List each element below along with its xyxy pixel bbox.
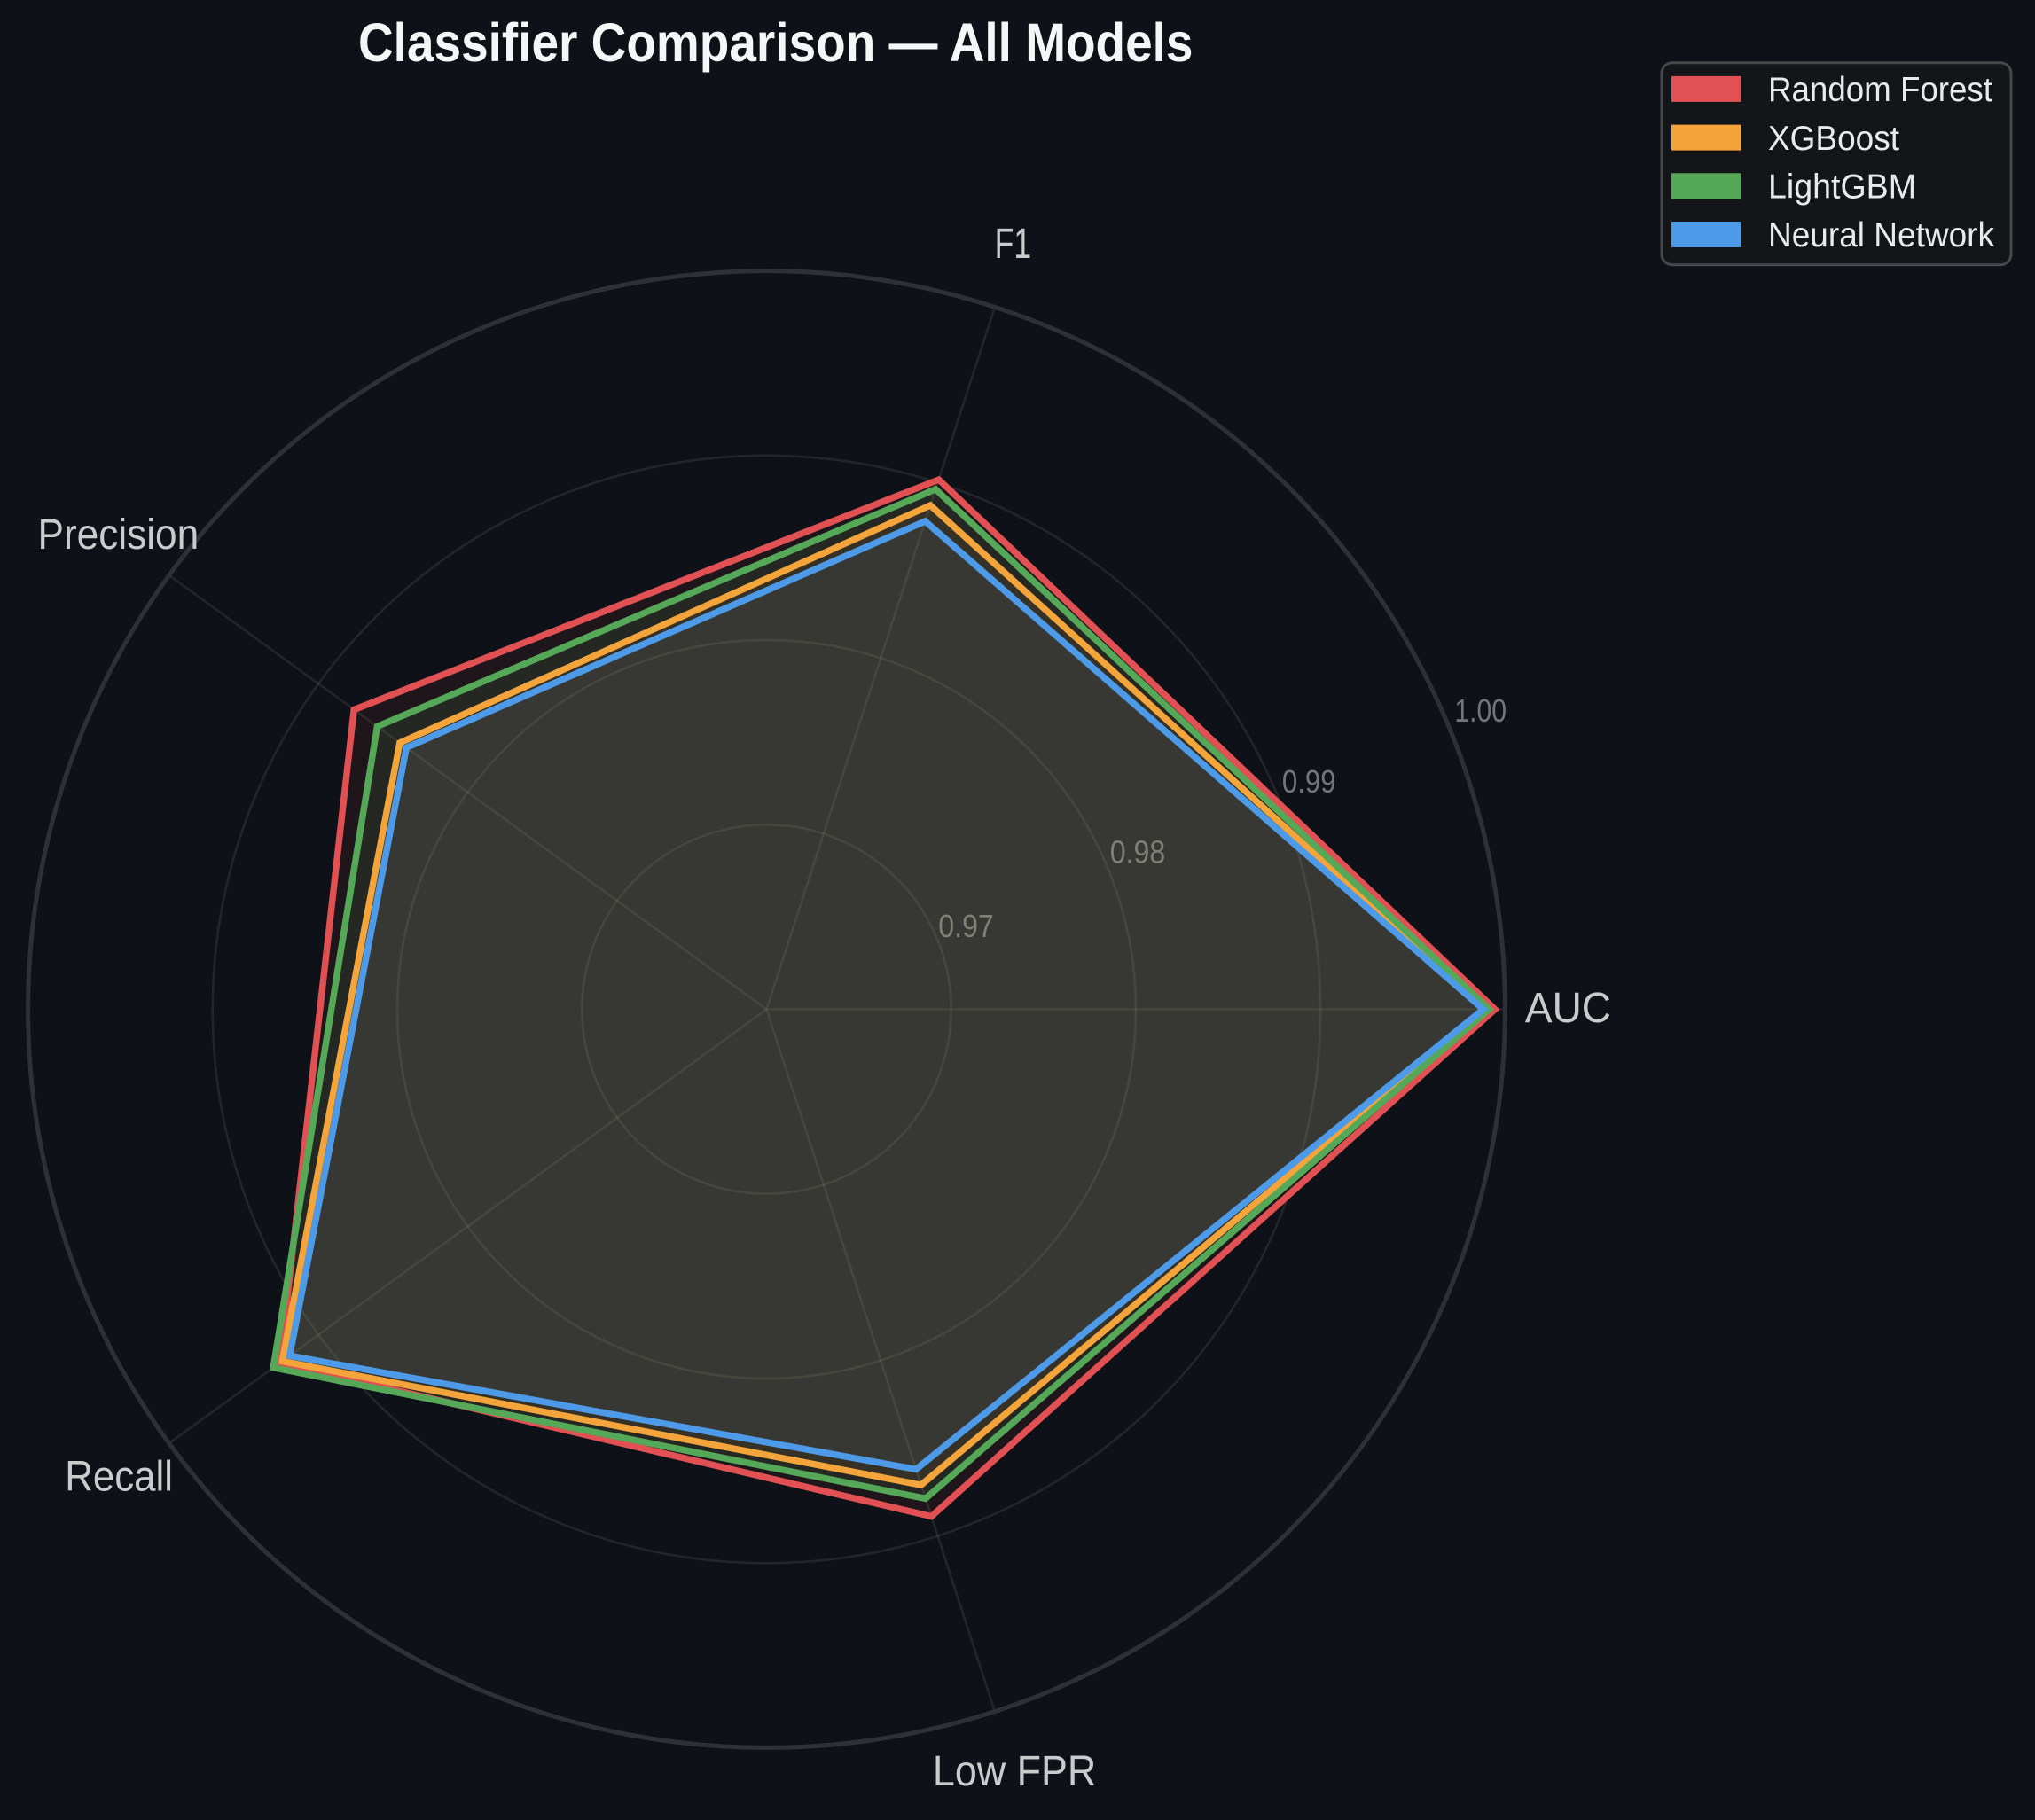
svg-text:Low FPR: Low FPR (933, 1748, 1096, 1795)
svg-text:Recall: Recall (65, 1454, 173, 1501)
svg-text:Classifier Comparison — All Mo: Classifier Comparison — All Models (358, 12, 1194, 73)
svg-text:F1: F1 (995, 221, 1032, 268)
svg-text:Neural Network: Neural Network (1768, 216, 1994, 254)
svg-text:Precision: Precision (38, 512, 200, 558)
svg-text:1.00: 1.00 (1454, 692, 1507, 729)
svg-text:Random Forest: Random Forest (1768, 71, 1992, 109)
svg-text:AUC: AUC (1525, 985, 1611, 1032)
svg-text:0.97: 0.97 (938, 908, 994, 944)
svg-text:XGBoost: XGBoost (1768, 120, 1899, 158)
svg-text:0.98: 0.98 (1110, 833, 1166, 870)
svg-text:0.99: 0.99 (1282, 763, 1336, 800)
svg-text:LightGBM: LightGBM (1768, 168, 1916, 207)
